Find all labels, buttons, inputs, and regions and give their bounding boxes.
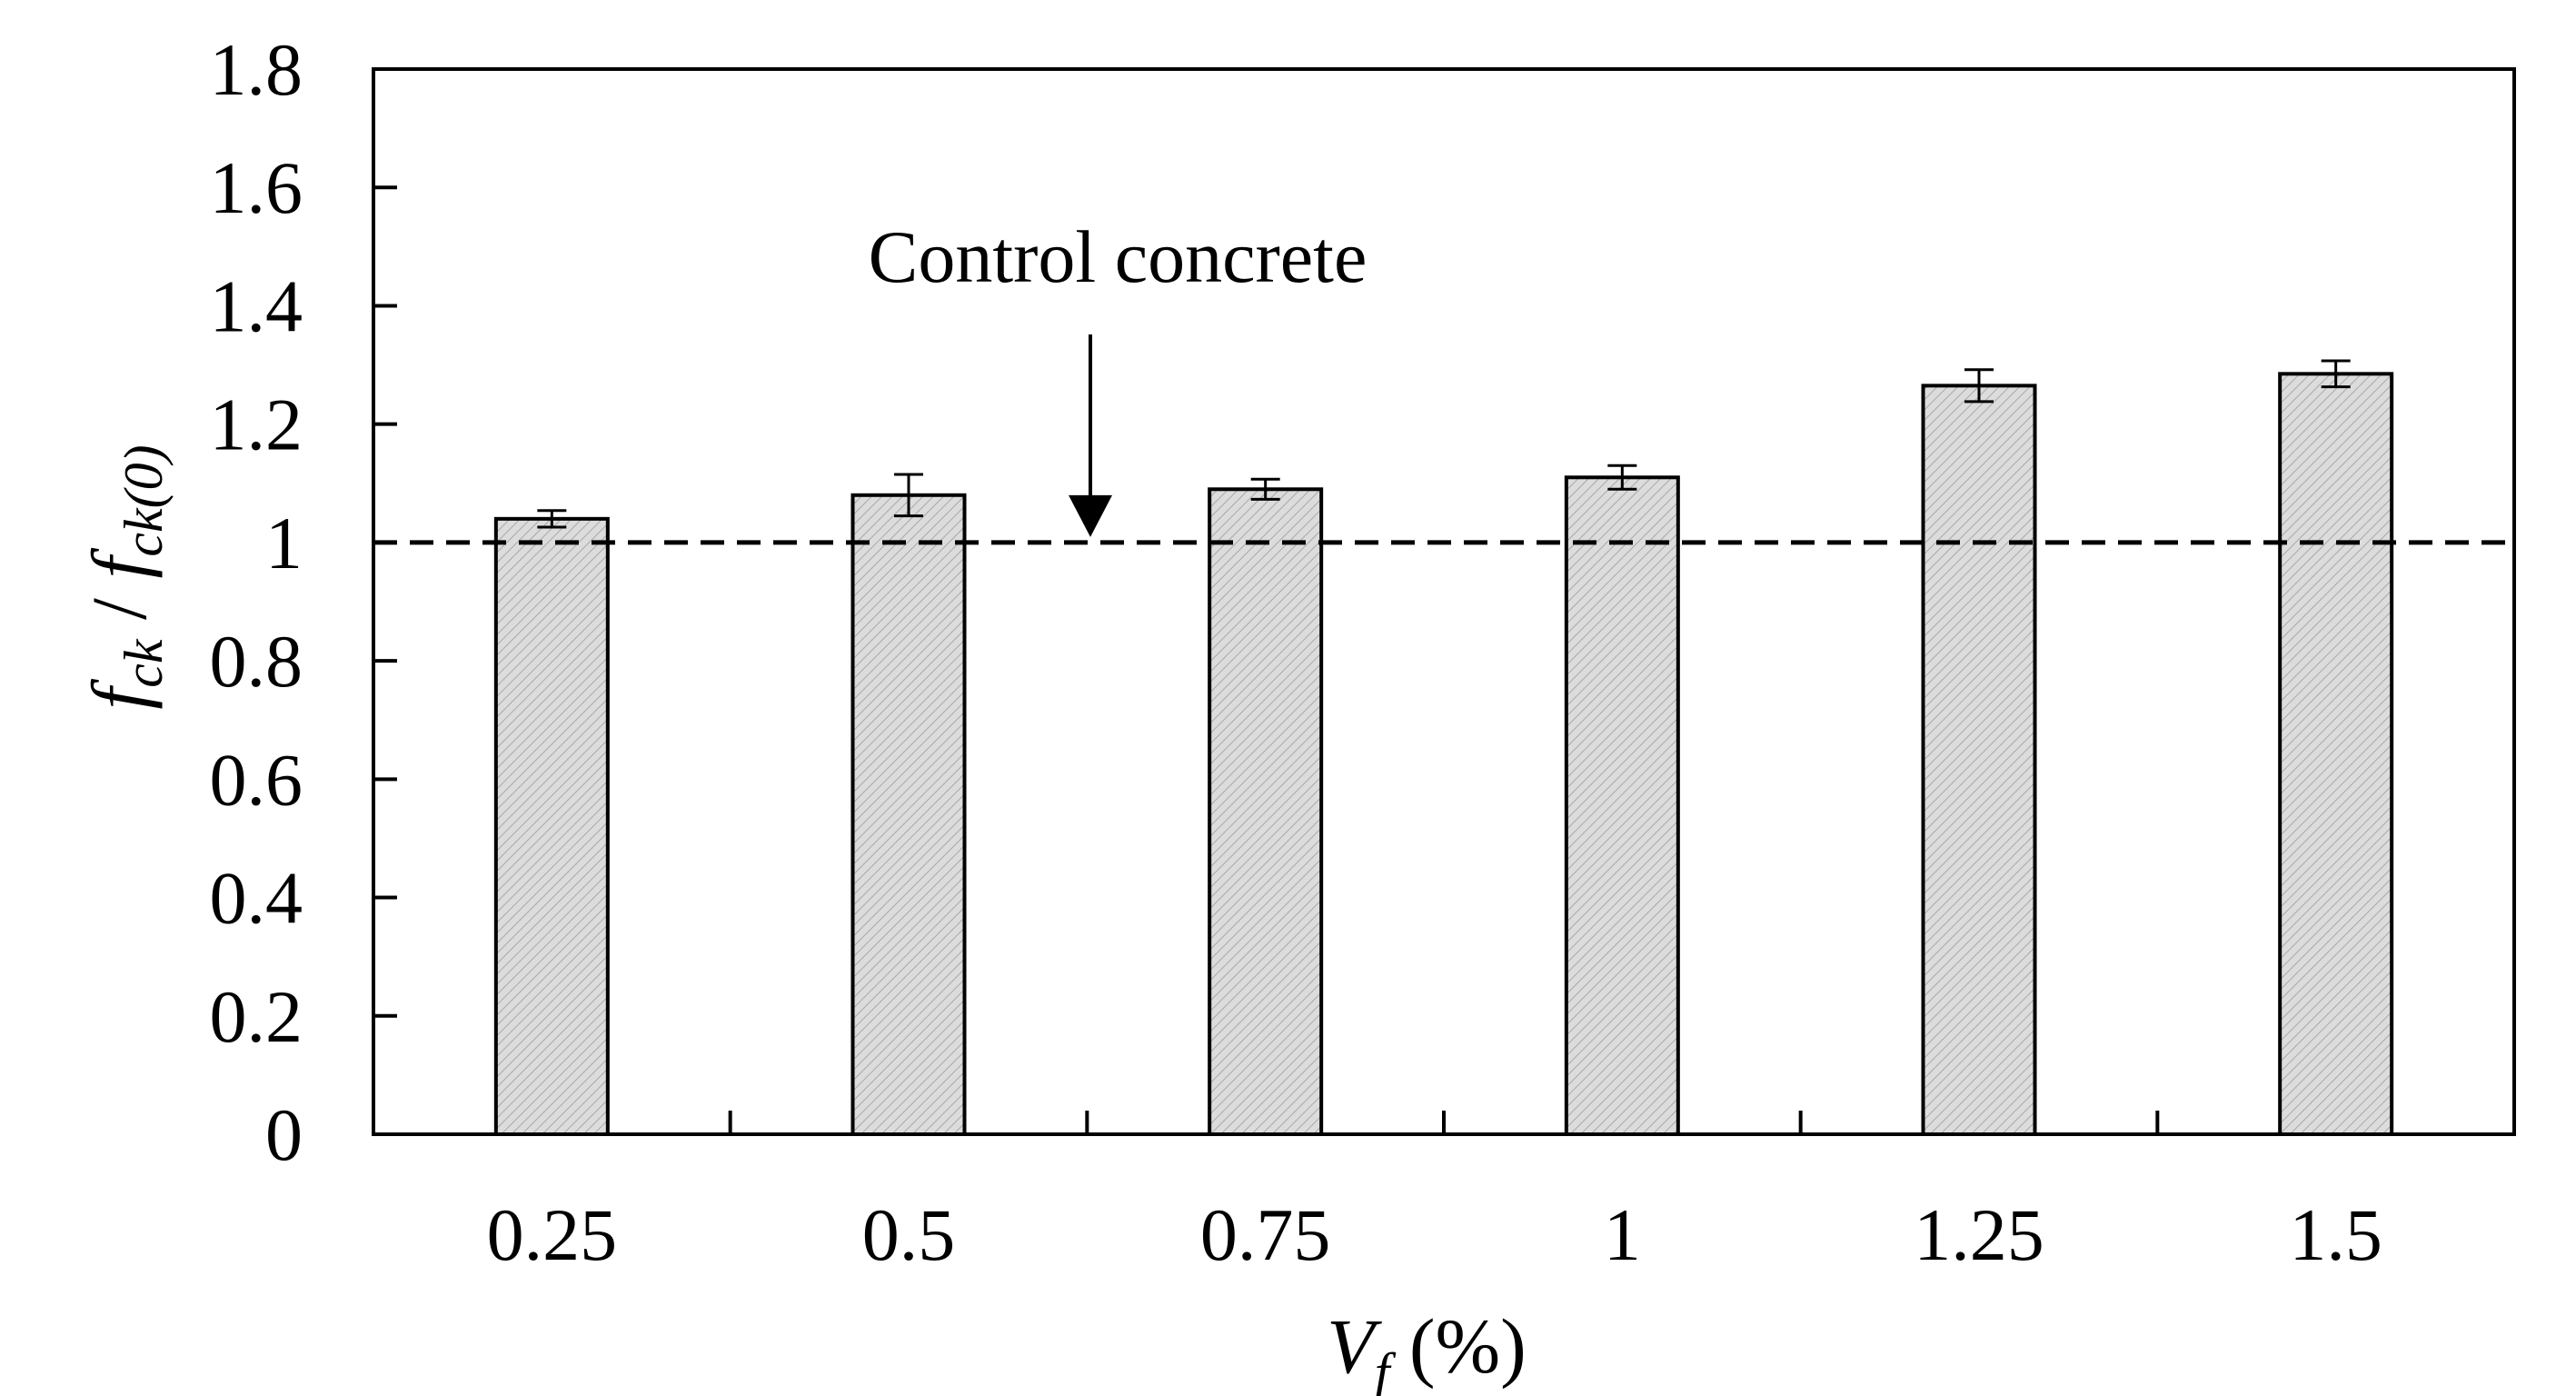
- reference-line-group: Control concrete: [373, 215, 2514, 545]
- bar: [1921, 384, 2037, 1137]
- x-tick-label: 1: [1604, 1193, 1641, 1276]
- bar: [1564, 475, 1680, 1136]
- x-axis: 0.25 0.5 0.75 1 1.25 1.5: [487, 1111, 2382, 1276]
- y-tick-label: 1.8: [210, 28, 303, 111]
- x-tick-label: 0.25: [487, 1193, 618, 1276]
- bar: [850, 493, 967, 1136]
- bar-series: [493, 359, 2394, 1137]
- bar: [493, 516, 610, 1136]
- y-tick-label: 1: [265, 502, 303, 584]
- x-tick-label: 1.5: [2289, 1193, 2382, 1276]
- y-tick-label: 0.4: [210, 857, 303, 940]
- y-tick-label: 0.8: [210, 620, 303, 703]
- y-axis: 0 0.2 0.4 0.6 0.8 1 1.2 1.4 1.6 1.8: [210, 28, 397, 1176]
- y-tick-label: 0.2: [210, 975, 303, 1058]
- y-tick-label: 1.2: [210, 384, 303, 466]
- bar: [2278, 372, 2394, 1137]
- bar: [1208, 487, 1324, 1136]
- y-tick-label: 1.6: [210, 146, 303, 229]
- x-tick-label: 1.25: [1914, 1193, 2044, 1276]
- y-tick-label: 0.6: [210, 738, 303, 821]
- y-axis-label: fck / fck(0): [75, 444, 174, 709]
- y-tick-label: 1.4: [210, 264, 303, 347]
- plot-area: [372, 67, 2516, 1136]
- x-axis-label: Vf (%): [1327, 1302, 1527, 1396]
- x-tick-label: 0.5: [862, 1193, 956, 1276]
- plot-frame: [372, 67, 2516, 1136]
- reference-line-label: Control concrete: [869, 215, 1368, 298]
- annotation-arrow-head: [1069, 494, 1112, 537]
- x-tick-label: 0.75: [1200, 1193, 1331, 1276]
- y-tick-label: 0: [265, 1093, 303, 1176]
